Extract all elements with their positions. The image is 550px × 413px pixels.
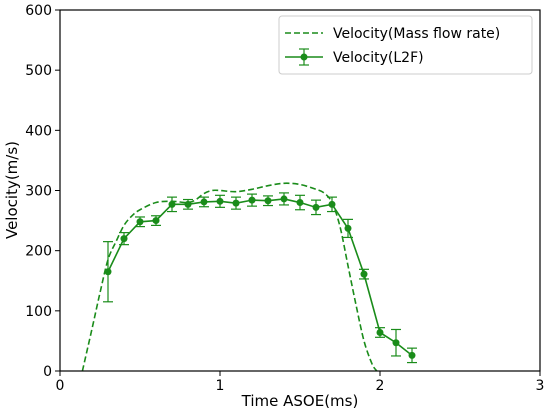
data-point bbox=[264, 197, 272, 205]
y-tick-label: 200 bbox=[25, 244, 52, 260]
data-point bbox=[360, 270, 368, 278]
y-axis: 0 100 200 300 400 500 600 bbox=[25, 3, 60, 380]
x-tick-label: 2 bbox=[376, 378, 385, 394]
legend-label-l2f: Velocity(L2F) bbox=[333, 50, 424, 66]
data-point bbox=[296, 199, 304, 207]
data-point bbox=[168, 200, 176, 208]
y-tick-label: 300 bbox=[25, 184, 52, 200]
x-tick-label: 3 bbox=[536, 378, 545, 394]
x-tick-label: 1 bbox=[216, 378, 225, 394]
data-point bbox=[232, 199, 240, 207]
x-axis-title: Time ASOE(ms) bbox=[241, 392, 359, 410]
y-tick-label: 600 bbox=[25, 3, 52, 19]
y-tick-label: 0 bbox=[43, 364, 52, 380]
data-point bbox=[248, 196, 256, 204]
data-point bbox=[312, 203, 320, 211]
x-axis: 0 1 2 3 bbox=[56, 371, 545, 394]
legend-swatch-l2f-marker bbox=[300, 53, 308, 61]
y-tick-label: 100 bbox=[25, 304, 52, 320]
data-point bbox=[392, 339, 400, 347]
x-tick-label: 0 bbox=[56, 378, 65, 394]
y-axis-title: Velocity(m/s) bbox=[3, 141, 21, 239]
y-tick-label: 400 bbox=[25, 123, 52, 139]
data-point bbox=[120, 235, 128, 243]
series-line-l2f bbox=[107, 198, 413, 356]
data-point bbox=[104, 268, 112, 276]
data-point bbox=[200, 198, 208, 206]
legend: Velocity(Mass flow rate) Velocity(L2F) bbox=[278, 15, 533, 75]
y-tick-label: 500 bbox=[25, 63, 52, 79]
data-point bbox=[408, 351, 416, 359]
data-point bbox=[280, 195, 288, 203]
data-point bbox=[344, 224, 352, 232]
series-layer bbox=[81, 182, 417, 372]
data-point bbox=[216, 197, 224, 205]
series-line-mass-flow bbox=[81, 182, 378, 372]
data-point bbox=[184, 200, 192, 208]
legend-label-mass-flow: Velocity(Mass flow rate) bbox=[333, 26, 500, 42]
data-point bbox=[328, 200, 336, 208]
data-point bbox=[152, 217, 160, 225]
legend-box bbox=[278, 15, 533, 75]
data-point bbox=[136, 218, 144, 226]
data-point bbox=[376, 328, 384, 336]
